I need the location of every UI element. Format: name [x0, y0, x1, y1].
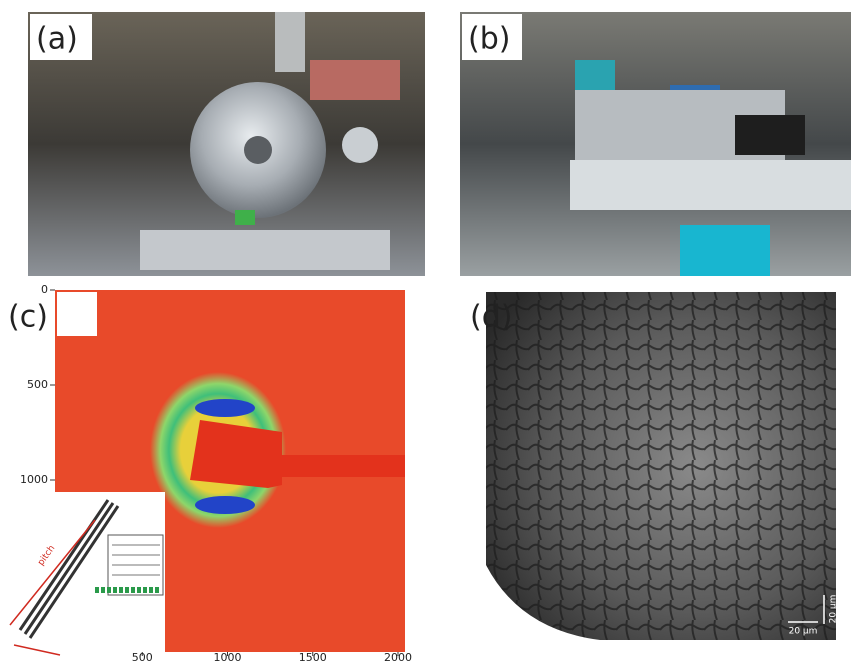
- x-tick-label: 1500: [299, 651, 327, 662]
- beamstop-arm: [280, 455, 405, 477]
- scale-label: 20 µm: [789, 627, 818, 637]
- table: [140, 230, 390, 270]
- label-bg: [57, 292, 97, 336]
- y-tick-label: 500: [27, 378, 48, 391]
- panel-label: (c): [8, 300, 48, 335]
- texture: [486, 292, 836, 640]
- figure: (a) (b) pitch (c) 0500100050010001500200…: [0, 0, 851, 662]
- stand: [680, 225, 770, 276]
- panel-a: (a): [28, 12, 425, 276]
- peak: [195, 399, 255, 417]
- cylinder: [275, 12, 305, 72]
- panel-label: (b): [468, 22, 510, 57]
- panel-b: (b): [460, 12, 851, 276]
- monitor: [575, 60, 615, 92]
- y-tick-label: 0: [41, 283, 48, 296]
- y-tick-label: 1000: [20, 473, 48, 486]
- x-tick-label: 500: [132, 651, 153, 662]
- x-tick-label: 1000: [214, 651, 242, 662]
- peak: [195, 496, 255, 514]
- tape: [235, 210, 255, 225]
- panel-d: 20 µm 20 µm (d): [470, 292, 839, 640]
- rail: [570, 160, 851, 210]
- port: [342, 127, 378, 163]
- detector: [735, 115, 805, 155]
- panel-label: (d): [470, 300, 512, 335]
- port: [244, 136, 272, 164]
- box: [310, 60, 400, 100]
- scale-label: 20 µm: [829, 595, 839, 624]
- x-tick-label: 2000: [384, 651, 412, 662]
- panel-label: (a): [36, 22, 78, 57]
- beamstop: [190, 420, 282, 488]
